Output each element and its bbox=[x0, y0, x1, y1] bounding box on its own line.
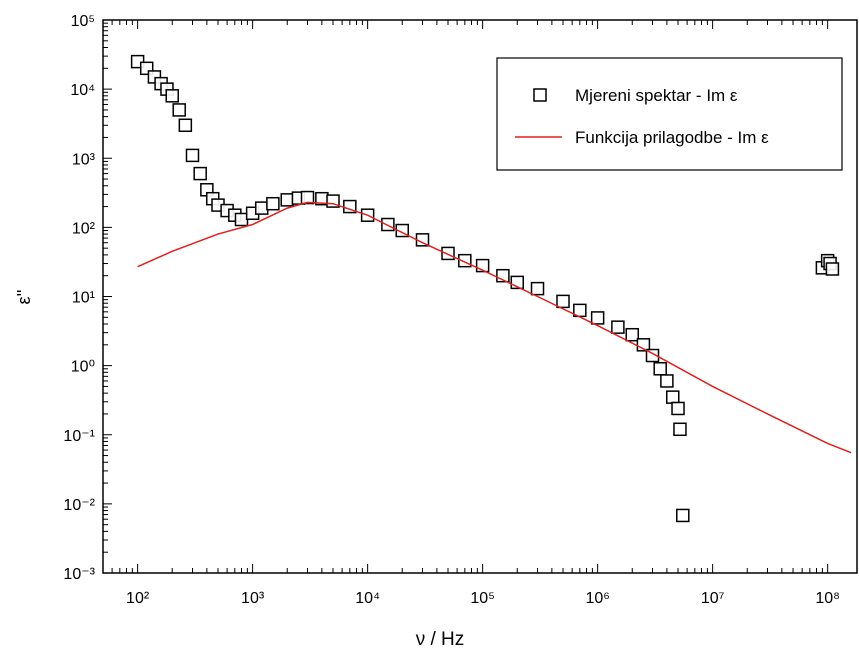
data-point bbox=[280, 193, 294, 207]
data-point bbox=[266, 196, 280, 211]
data-point bbox=[300, 190, 315, 205]
axes: 10² 10³ 10⁴ 10⁵ 10⁶ 10⁷ 10⁸ 10⁻³ 10⁻² 10⁻¹ 10⁰ 10¹ 1… bbox=[63, 13, 839, 607]
data-point bbox=[653, 362, 667, 376]
x-tick-label: 10² bbox=[126, 590, 150, 607]
y-tick-label: 10² bbox=[72, 220, 96, 237]
data-point bbox=[590, 311, 605, 325]
x-tick-label: 10³ bbox=[241, 590, 265, 607]
data-point bbox=[165, 89, 179, 103]
y-tick-label: 10⁵ bbox=[71, 13, 95, 30]
legend-label: Mjereni spektar - Im ε bbox=[575, 86, 738, 105]
data-point bbox=[441, 246, 455, 261]
data-point bbox=[666, 390, 680, 404]
legend-box bbox=[496, 57, 843, 171]
x-tick-label: 10⁸ bbox=[815, 590, 840, 607]
data-point bbox=[178, 118, 193, 133]
data-point bbox=[381, 217, 395, 232]
x-tick-label: 10⁵ bbox=[470, 590, 494, 607]
y-axis-label: ε'' bbox=[14, 290, 34, 305]
y-tick-label: 10⁻² bbox=[63, 497, 95, 514]
y-tick-label: 10³ bbox=[72, 151, 96, 168]
y-tick-label: 10⁴ bbox=[70, 82, 95, 99]
y-tick-label: 10¹ bbox=[72, 290, 95, 307]
data-point bbox=[530, 281, 545, 296]
data-point bbox=[234, 212, 249, 227]
fit-line bbox=[137, 201, 852, 454]
data-point bbox=[625, 327, 640, 342]
data-point bbox=[671, 401, 685, 416]
data-point bbox=[185, 148, 200, 163]
y-tick-label: 10⁻³ bbox=[63, 566, 95, 583]
y-tick-label: 10⁰ bbox=[71, 359, 95, 376]
data-point bbox=[660, 374, 674, 388]
data-point bbox=[193, 166, 207, 181]
data-point bbox=[825, 262, 840, 276]
x-tick-label: 10⁶ bbox=[585, 590, 609, 607]
x-axis-label: ν / Hz bbox=[416, 629, 465, 650]
data-point bbox=[673, 422, 687, 437]
data-point bbox=[172, 103, 186, 117]
data-point bbox=[611, 320, 625, 334]
legend-label: Funkcija prilagodbe - Im ε bbox=[575, 128, 769, 147]
legend: Mjereni spektar - Im ε Funkcija prilagod… bbox=[496, 57, 843, 171]
y-tick-label: 10⁻¹ bbox=[63, 428, 95, 445]
x-tick-label: 10⁷ bbox=[701, 590, 725, 607]
data-point bbox=[254, 201, 269, 215]
x-tick-label: 10⁴ bbox=[355, 590, 380, 607]
legend-marker bbox=[533, 88, 547, 102]
data-point bbox=[676, 508, 690, 523]
data-point bbox=[556, 294, 570, 309]
